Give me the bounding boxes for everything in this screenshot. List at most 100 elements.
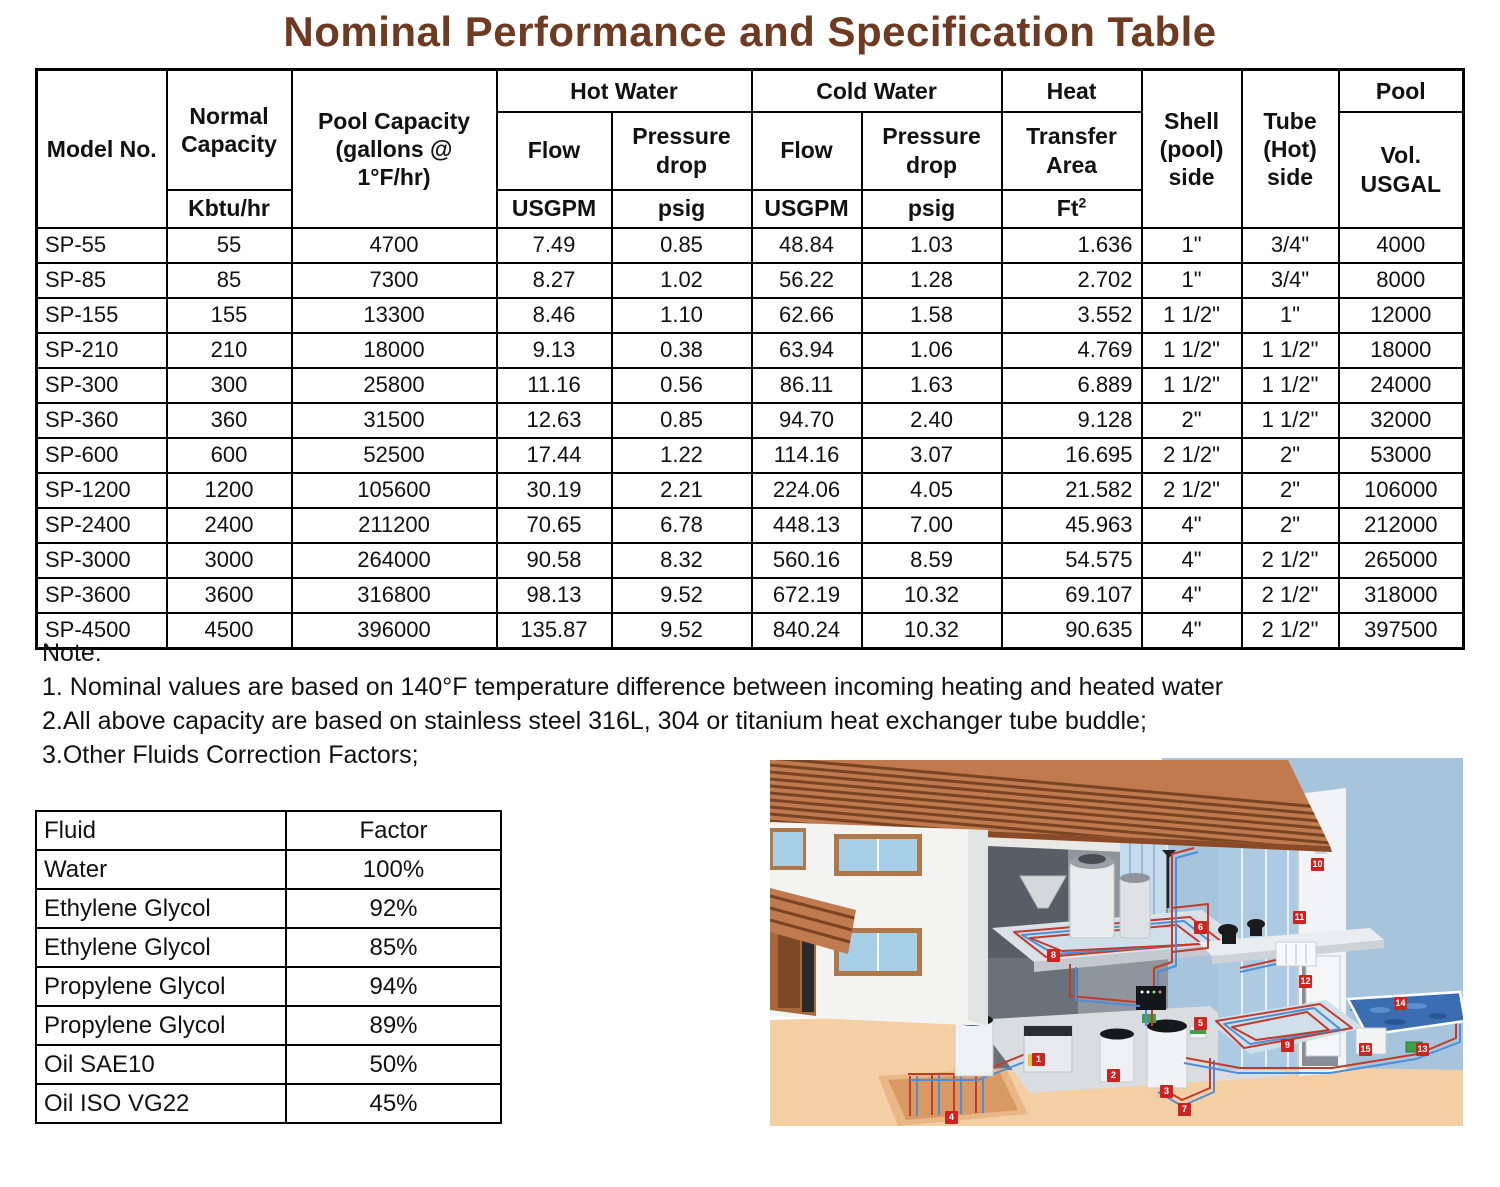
table-row: SP-3600 3600 316800 98.13 9.52 672.19 10.32 69.…: [35, 576, 1465, 614]
cell: 8.46: [495, 296, 613, 334]
cell: Ethylene Glycol: [35, 888, 287, 929]
cell: 90.635: [1000, 611, 1143, 649]
callout-label-8: 8: [1047, 949, 1060, 962]
cell: 24000: [1337, 366, 1465, 404]
cell: 17.44: [495, 436, 613, 474]
callout-label-2: 2: [1107, 1069, 1120, 1082]
cell: 114.16: [750, 436, 863, 474]
cell: 54.575: [1000, 541, 1143, 579]
callout-label-5: 5: [1194, 1017, 1207, 1030]
cell: 21.582: [1000, 471, 1143, 509]
col-header-cw-flow: Flow: [750, 110, 863, 191]
table-row: Oil ISO VG22 45%: [35, 1083, 502, 1124]
cell: 1.636: [1000, 226, 1143, 264]
callout-label-3: 3: [1160, 1085, 1173, 1098]
table-row: SP-3000 3000 264000 90.58 8.32 560.16 8.59 54.5…: [35, 541, 1465, 579]
cell: 2400: [165, 506, 293, 544]
cell: Ethylene Glycol: [35, 927, 287, 968]
cell: 8.27: [495, 261, 613, 299]
fluid-table-header: Fluid Factor: [35, 810, 502, 851]
left-facade: [770, 822, 988, 1026]
factor-col-header: Factor: [285, 810, 502, 851]
cell: 69.107: [1000, 576, 1143, 614]
cell: 1 1/2": [1240, 401, 1340, 439]
cell: 90.58: [495, 541, 613, 579]
table-row: SP-600 600 52500 17.44 1.22 114.16 3.07 16.695 2…: [35, 436, 1465, 474]
cell: 12.63: [495, 401, 613, 439]
fluid-factor-table: Fluid Factor Water 100% Ethylene Glycol 92%…: [35, 810, 502, 1124]
col-header-tube-side: Tube (Hot) side: [1240, 68, 1340, 229]
cell: 32000: [1337, 401, 1465, 439]
cell: SP-300: [35, 366, 168, 404]
cell: 56.22: [750, 261, 863, 299]
cell: SP-360: [35, 401, 168, 439]
cell: 2.40: [860, 401, 1003, 439]
cell: 300: [165, 366, 293, 404]
cell: 3.552: [1000, 296, 1143, 334]
cell: 30.19: [495, 471, 613, 509]
cell: 1.58: [860, 296, 1003, 334]
unit-cw-pressure: psig: [860, 188, 1003, 229]
cell: 318000: [1337, 576, 1465, 614]
cell: SP-210: [35, 331, 168, 369]
unit-ft: Ft: [1056, 195, 1079, 222]
note-line: 2.All above capacity are based on stainl…: [42, 707, 1147, 735]
ground-floor-radiant-coil: [1206, 1000, 1364, 1054]
cell: 672.19: [750, 576, 863, 614]
cell: 1 1/2": [1140, 296, 1243, 334]
cell: 265000: [1337, 541, 1465, 579]
house-heating-illustration: 1 2 3 4 5 6 7 8 9 10 11 12 13 14 15: [770, 758, 1463, 1148]
cell: Water: [35, 849, 287, 890]
cell: 0.85: [610, 226, 753, 264]
window: [770, 828, 806, 870]
unit-kbtu: Kbtu/hr: [165, 188, 293, 229]
cell: 0.85: [610, 401, 753, 439]
cell: 0.56: [610, 366, 753, 404]
cell: 31500: [290, 401, 498, 439]
cell: 52500: [290, 436, 498, 474]
cell: 94%: [285, 966, 502, 1007]
cell: 18000: [1337, 331, 1465, 369]
cell: 396000: [290, 611, 498, 649]
cell: 211200: [290, 506, 498, 544]
table-row: SP-2400 2400 211200 70.65 6.78 448.13 7.00 45.9…: [35, 506, 1465, 544]
cell: 48.84: [750, 226, 863, 264]
table-row: Propylene Glycol 89%: [35, 1005, 502, 1046]
cell: 45.963: [1000, 506, 1143, 544]
unit-heat-area: Ft2: [1000, 188, 1143, 229]
cell: 2": [1240, 471, 1340, 509]
cell: 1": [1240, 296, 1340, 334]
cell: Oil SAE10: [35, 1044, 287, 1085]
cell: 89%: [285, 1005, 502, 1046]
cell: 50%: [285, 1044, 502, 1085]
table-row: Oil SAE10 50%: [35, 1044, 502, 1085]
cell: 360: [165, 401, 293, 439]
cell: 1.03: [860, 226, 1003, 264]
table-row: Propylene Glycol 94%: [35, 966, 502, 1007]
table-row: SP-210 210 18000 9.13 0.38 63.94 1.06 4.769 1 1/…: [35, 331, 1465, 369]
cell: 1.10: [610, 296, 753, 334]
notes-title: Note:: [42, 639, 102, 667]
table-row: SP-360 360 31500 12.63 0.85 94.70 2.40 9.128 2" 1…: [35, 401, 1465, 439]
spec-table: Model No. Normal Capacity Pool Capacity …: [35, 68, 1466, 650]
cell: 6.889: [1000, 366, 1143, 404]
cell: 2": [1240, 436, 1340, 474]
cell: 2 1/2": [1240, 611, 1340, 649]
fluid-col-header: Fluid: [35, 810, 287, 851]
cell: 8.59: [860, 541, 1003, 579]
cell: 13300: [290, 296, 498, 334]
group-header-pool: Pool: [1337, 68, 1465, 113]
cell: 1": [1140, 261, 1243, 299]
cell: 70.65: [495, 506, 613, 544]
callout-label-12: 12: [1299, 975, 1312, 988]
cell: 25800: [290, 366, 498, 404]
cell: 55: [165, 226, 293, 264]
swimming-pool: [1345, 990, 1463, 1055]
cell: 3/4": [1240, 261, 1340, 299]
cell: 210: [165, 331, 293, 369]
cell: 6.78: [610, 506, 753, 544]
cell: 9.13: [495, 331, 613, 369]
cell: 45%: [285, 1083, 502, 1124]
col-header-hw-flow: Flow: [495, 110, 613, 191]
cell: 1.02: [610, 261, 753, 299]
